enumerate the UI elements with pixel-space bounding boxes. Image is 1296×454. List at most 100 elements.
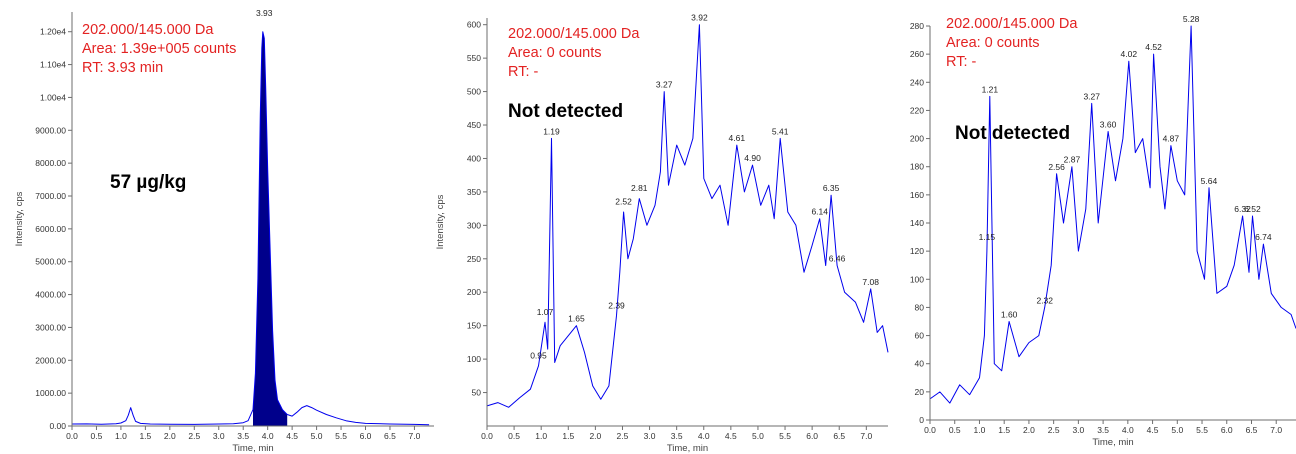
peak-label: 2.81 (631, 183, 648, 193)
y-axis-title: Intensity, cps (435, 194, 446, 249)
y-tick-label: 300 (467, 220, 481, 230)
peak-label: 6.32 (1234, 204, 1251, 214)
y-tick-label: 7000.00 (35, 191, 66, 201)
x-tick-label: 7.0 (1270, 425, 1282, 435)
y-tick-label: 140 (910, 218, 924, 228)
peak-label: 4.87 (1163, 134, 1180, 144)
x-tick-label: 2.0 (164, 431, 176, 441)
y-tick-label: 100 (467, 354, 481, 364)
y-tick-label: 3000.00 (35, 322, 66, 332)
peak-label: 2.32 (1036, 295, 1053, 305)
peak-label: 2.39 (608, 300, 625, 310)
series-line (71, 31, 430, 426)
x-tick-label: 4.5 (725, 431, 737, 441)
x-tick-label: 5.5 (1196, 425, 1208, 435)
x-tick-label: 1.0 (535, 431, 547, 441)
x-tick-label: 1.5 (139, 431, 151, 441)
y-tick-label: 80 (915, 302, 925, 312)
x-tick-label: 3.0 (644, 431, 656, 441)
x-tick-label: 2.5 (1048, 425, 1060, 435)
x-tick-label: 3.0 (1072, 425, 1084, 435)
x-tick-label: 6.5 (384, 431, 396, 441)
x-tick-label: 1.5 (562, 431, 574, 441)
peak-label: 2.52 (615, 197, 632, 207)
x-tick-label: 0.0 (481, 431, 493, 441)
result-annotation: Not detected (955, 123, 1070, 144)
info-text-line: 202.000/145.000 Da (508, 26, 640, 42)
peak-label: 2.56 (1048, 162, 1065, 172)
peak-label: 1.65 (568, 314, 585, 324)
x-tick-label: 6.5 (1246, 425, 1258, 435)
series-line (486, 24, 889, 408)
x-tick-label: 0.0 (924, 425, 936, 435)
y-tick-label: 60 (915, 331, 925, 341)
peak-label: 3.92 (691, 13, 708, 23)
y-tick-label: 200 (910, 134, 924, 144)
peak-label: 3.27 (656, 80, 673, 90)
peak-label: 3.60 (1100, 120, 1117, 130)
x-tick-label: 0.0 (66, 431, 78, 441)
y-tick-label: 40 (915, 359, 925, 369)
peak-label: 3.27 (1083, 91, 1100, 101)
y-tick-label: 6000.00 (35, 224, 66, 234)
y-axis-title: Intensity, cps (14, 191, 25, 246)
x-tick-label: 6.0 (806, 431, 818, 441)
x-tick-label: 5.0 (752, 431, 764, 441)
result-annotation: Not detected (508, 101, 623, 122)
y-tick-label: 1.00e4 (40, 92, 66, 102)
peak-label: 6.52 (1244, 204, 1261, 214)
peak-label: 7.08 (862, 277, 879, 287)
peak-label: 4.02 (1121, 49, 1138, 59)
x-tick-label: 6.0 (1221, 425, 1233, 435)
info-text-line: Area: 0 counts (946, 35, 1040, 51)
peak-label: 1.07 (537, 307, 554, 317)
y-tick-label: 8000.00 (35, 158, 66, 168)
x-tick-label: 1.0 (115, 431, 127, 441)
peak-label: 6.14 (811, 207, 828, 217)
peak-label: 1.15 (979, 232, 996, 242)
result-annotation: 57 µg/kg (110, 172, 186, 193)
x-tick-label: 1.5 (998, 425, 1010, 435)
x-tick-label: 3.5 (671, 431, 683, 441)
peak-label: 4.52 (1145, 42, 1162, 52)
y-tick-label: 450 (467, 120, 481, 130)
x-tick-label: 0.5 (949, 425, 961, 435)
y-tick-label: 220 (910, 105, 924, 115)
y-tick-label: 200 (467, 287, 481, 297)
peak-label: 5.64 (1201, 176, 1218, 186)
x-tick-label: 2.5 (617, 431, 629, 441)
peak-label: 5.41 (772, 126, 789, 136)
y-tick-label: 180 (910, 162, 924, 172)
peak-label: 3.93 (256, 8, 273, 18)
chromatogram-panel-negative-2: 0.0 0.5 1.0 1.5 2.0 2.5 3.0 3.5 4.0 4.5 5.0 5.5 6.0 6… (910, 14, 1296, 448)
x-tick-label: 3.0 (213, 431, 225, 441)
peak-label: 0.95 (530, 350, 547, 360)
peak-label: 6.74 (1255, 232, 1272, 242)
peak-label: 6.35 (823, 183, 840, 193)
x-tick-label: 4.5 (286, 431, 298, 441)
series-line (929, 25, 1296, 404)
y-tick-label: 9000.00 (35, 125, 66, 135)
x-axis-title: Time, min (667, 443, 708, 454)
info-text-line: 202.000/145.000 Da (946, 16, 1078, 32)
y-tick-label: 150 (467, 321, 481, 331)
y-tick-label: 2000.00 (35, 355, 66, 365)
y-tick-label: 160 (910, 190, 924, 200)
x-tick-label: 2.0 (589, 431, 601, 441)
peak-label: 2.87 (1064, 155, 1081, 165)
y-tick-label: 0 (919, 415, 924, 425)
info-text-line: RT: - (508, 64, 539, 80)
y-tick-label: 5000.00 (35, 257, 66, 267)
chromatogram-panel-negative-1: 0.0 0.5 1.0 1.5 2.0 2.5 3.0 3.5 4.0 4.5 5.0 5.5 6.0 6… (435, 13, 889, 454)
y-tick-label: 400 (467, 153, 481, 163)
x-tick-label: 4.0 (698, 431, 710, 441)
info-text-line: RT: - (946, 54, 977, 70)
info-text-line: Area: 0 counts (508, 45, 602, 61)
peak-label: 5.28 (1183, 14, 1200, 24)
info-text-line: RT: 3.93 min (82, 60, 163, 76)
peak-label: 6.46 (829, 253, 846, 263)
x-tick-label: 2.5 (188, 431, 200, 441)
y-tick-label: 1000.00 (35, 388, 66, 398)
x-tick-label: 5.5 (335, 431, 347, 441)
x-tick-label: 6.0 (360, 431, 372, 441)
